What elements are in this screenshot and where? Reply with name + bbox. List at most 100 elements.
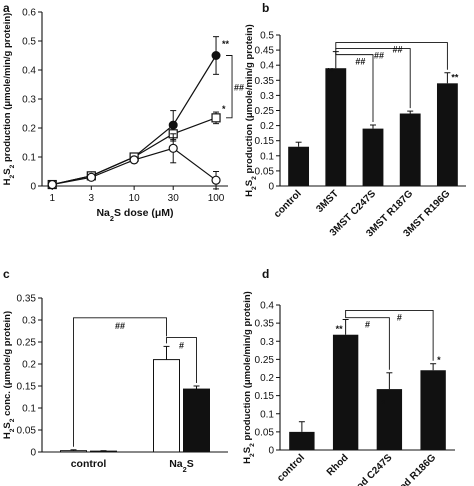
- bar: [289, 431, 315, 450]
- y-tick-label: 0.2: [22, 124, 36, 135]
- significance-bracket: [73, 317, 167, 447]
- panel-letter-b: b: [262, 1, 269, 15]
- panel-b: b 0 0.05 0.1 0.15 0.2 0.25 0.3 0.35 0.4 0.45 0.5H2S…: [244, 1, 466, 239]
- y-tick-label: 0.2: [22, 360, 36, 371]
- significance-label: ##: [374, 51, 384, 61]
- y-tick-label: 0.15: [17, 382, 37, 393]
- bar: [153, 359, 180, 453]
- data-point: [129, 155, 139, 165]
- bar: [436, 83, 458, 186]
- y-tick-label: 0.2: [260, 373, 274, 384]
- significance-label: ##: [393, 45, 403, 55]
- category-label: Rhod C247S: [345, 452, 395, 486]
- significance-label: **: [451, 72, 459, 82]
- y-tick-label: 0.4: [260, 301, 274, 312]
- y-tick-label: 0.5: [22, 37, 36, 48]
- y-tick-label: 0.25: [17, 338, 37, 349]
- y-tick-label: 0.35: [17, 294, 37, 305]
- x-axis-label: Na2S dose (μM): [96, 207, 173, 223]
- panel-d: d 0 0.05 0.1 0.15 0.2 0.25 0.3 0.35 0.4 H2S2 produ…: [242, 267, 455, 486]
- y-tick-label: 0.3: [260, 337, 274, 348]
- y-tick-label: 0.1: [260, 409, 274, 420]
- y-tick-label: 0.05: [17, 426, 37, 437]
- y-tick-label: 0.6: [22, 8, 36, 19]
- data-point: [86, 172, 96, 182]
- bar: [288, 146, 310, 186]
- y-tick-label: 0.2: [260, 121, 274, 132]
- y-tick-label: 0.1: [260, 151, 274, 162]
- y-tick-label: 0.5: [260, 31, 274, 42]
- category-label: Rhod: [325, 452, 351, 478]
- significance-label: *: [437, 355, 441, 365]
- y-tick-label: 0: [30, 448, 36, 459]
- y-tick-label: 0: [268, 182, 274, 193]
- significance-label: *: [382, 399, 386, 409]
- significance-label: ##: [355, 57, 365, 67]
- y-tick-label: 0.05: [255, 166, 275, 177]
- bar: [60, 450, 87, 453]
- y-axis-label: H2S2 production (μmole/min/g protein): [244, 24, 258, 197]
- x-tick-label: 100: [208, 193, 225, 204]
- y-tick-label: 0: [30, 182, 36, 193]
- significance-bracket: [166, 337, 197, 383]
- y-tick-label: 0.1: [22, 153, 36, 164]
- significance-label: **: [336, 324, 344, 334]
- data-point: [211, 113, 221, 123]
- panel-letter-a: a: [3, 1, 10, 15]
- panel-a: a 0 0.1 0.2 0.3 0.4 0.5 0.6 H2S2 production (μmo…: [2, 1, 244, 223]
- data-point: [47, 179, 57, 190]
- category-label: control: [272, 188, 304, 220]
- category-label: control: [275, 452, 307, 484]
- y-tick-label: 0.15: [255, 391, 275, 402]
- y-tick-label: 0.3: [22, 316, 36, 327]
- y-tick-label: 0.45: [255, 46, 275, 57]
- category-label: control: [71, 458, 107, 470]
- y-tick-label: 0.35: [255, 76, 275, 87]
- bar: [183, 388, 210, 453]
- bar: [325, 68, 347, 186]
- y-tick-label: 0.25: [255, 355, 275, 366]
- y-tick-label: 0.4: [22, 66, 36, 77]
- y-tick-label: 0.05: [255, 427, 275, 438]
- significance-label: **: [327, 66, 335, 76]
- y-tick-label: 0.35: [255, 319, 275, 330]
- bar: [332, 334, 359, 450]
- bar: [90, 450, 117, 453]
- bar: [420, 370, 446, 450]
- significance-label: #: [397, 312, 402, 322]
- data-point: [211, 51, 221, 60]
- significance-bracket: [345, 317, 390, 370]
- data-point: [168, 143, 178, 153]
- y-tick-label: 0.4: [260, 61, 274, 72]
- category-label: 3MST: [314, 188, 341, 215]
- panel-letter-c: c: [3, 267, 10, 281]
- series-line: [52, 55, 217, 186]
- bar: [399, 113, 421, 186]
- significance-bracket: [335, 49, 374, 122]
- significance-bracket: [345, 309, 434, 361]
- significance-label: *: [222, 104, 226, 114]
- y-tick-label: 0: [268, 446, 274, 457]
- y-tick-label: 0.1: [22, 404, 36, 415]
- category-label: Rhod R186G: [388, 452, 438, 486]
- y-tick-label: 0.25: [255, 106, 275, 117]
- significance-label: **: [222, 39, 230, 49]
- x-tick-label: 1: [49, 193, 55, 204]
- y-tick-label: 0.3: [22, 95, 36, 106]
- y-axis-label: H2S2 conc. (μmole/g protein): [2, 311, 16, 439]
- significance-bracket: [226, 55, 233, 119]
- y-axis-label: H2S2 production (μmole/min/g protein): [2, 13, 16, 186]
- series-line: [52, 117, 217, 186]
- significance-label: ##: [234, 82, 244, 92]
- data-point: [211, 175, 221, 185]
- x-tick-label: 3: [89, 193, 95, 204]
- category-label: Na2S: [169, 458, 194, 474]
- y-axis-label: H2S2 production (μmole/min/g protein): [242, 291, 256, 464]
- significance-label: #: [179, 341, 184, 351]
- panel-letter-d: d: [262, 267, 269, 281]
- significance-label: #: [365, 320, 370, 330]
- bar: [362, 128, 384, 186]
- x-tick-label: 10: [129, 193, 141, 204]
- significance-label: ##: [115, 321, 125, 331]
